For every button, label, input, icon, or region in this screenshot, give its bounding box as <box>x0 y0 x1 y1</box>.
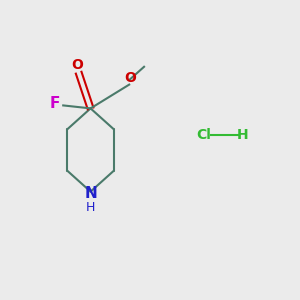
Text: H: H <box>236 128 248 142</box>
Text: Cl: Cl <box>196 128 211 142</box>
Text: N: N <box>84 186 97 201</box>
Text: O: O <box>125 71 136 85</box>
Text: O: O <box>71 58 83 72</box>
Text: H: H <box>86 202 95 214</box>
Text: F: F <box>50 95 60 110</box>
